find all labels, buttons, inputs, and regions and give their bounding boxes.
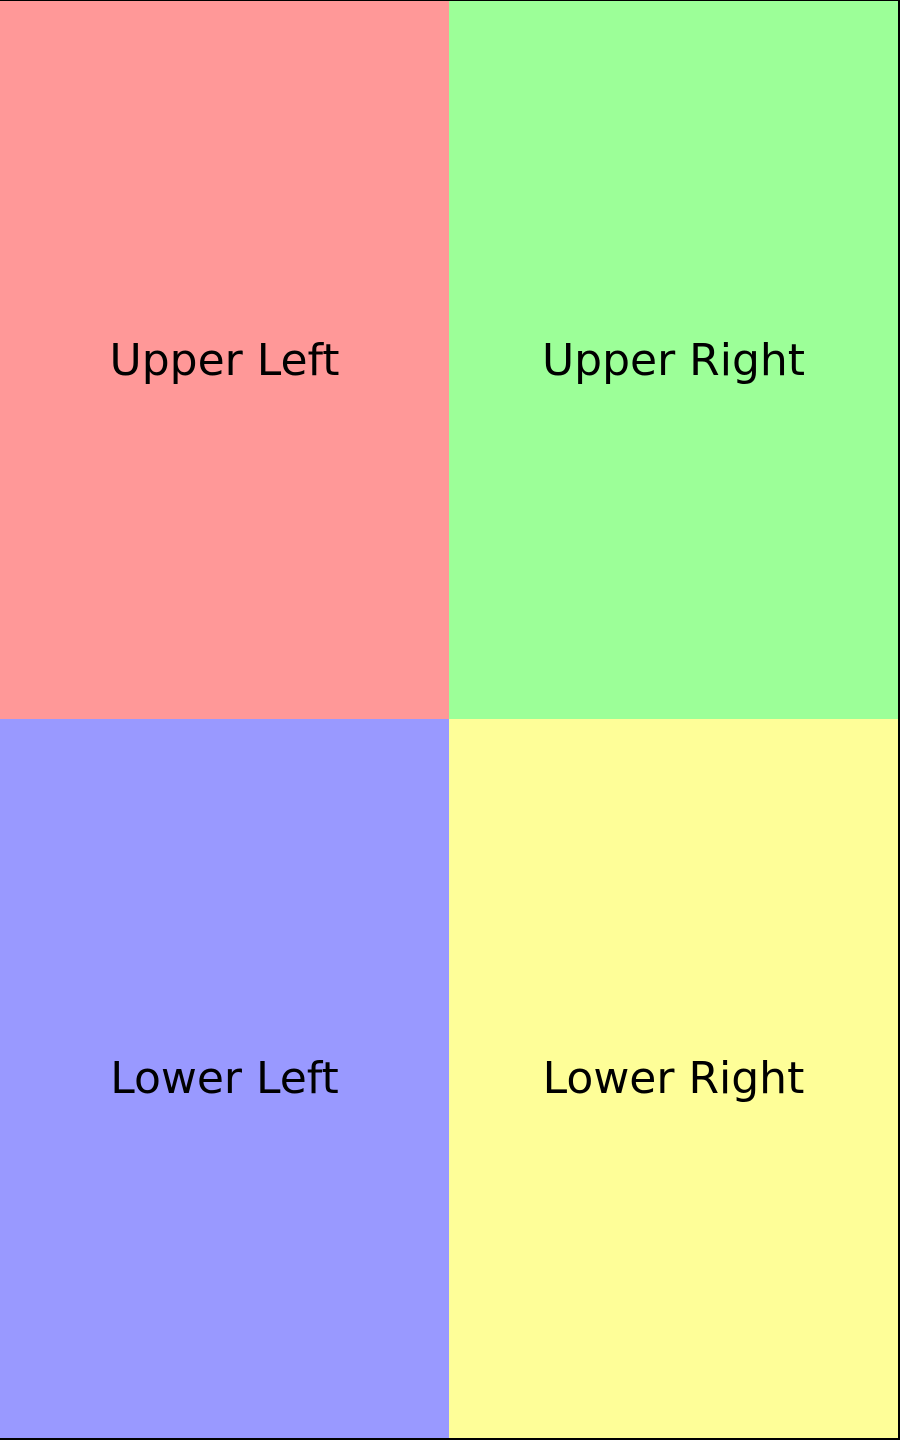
lower-right-label: Lower Right	[542, 1053, 805, 1104]
upper-right-label: Upper Right	[541, 334, 806, 386]
lower-left-quadrant[interactable]: Lower Left	[0, 719, 449, 1438]
upper-left-quadrant[interactable]: Upper Left	[0, 1, 449, 719]
upper-right-quadrant[interactable]: Upper Right	[449, 1, 898, 719]
upper-left-label: Upper Left	[109, 334, 340, 386]
lower-left-label: Lower Left	[110, 1053, 339, 1104]
lower-right-quadrant[interactable]: Lower Right	[449, 719, 898, 1438]
